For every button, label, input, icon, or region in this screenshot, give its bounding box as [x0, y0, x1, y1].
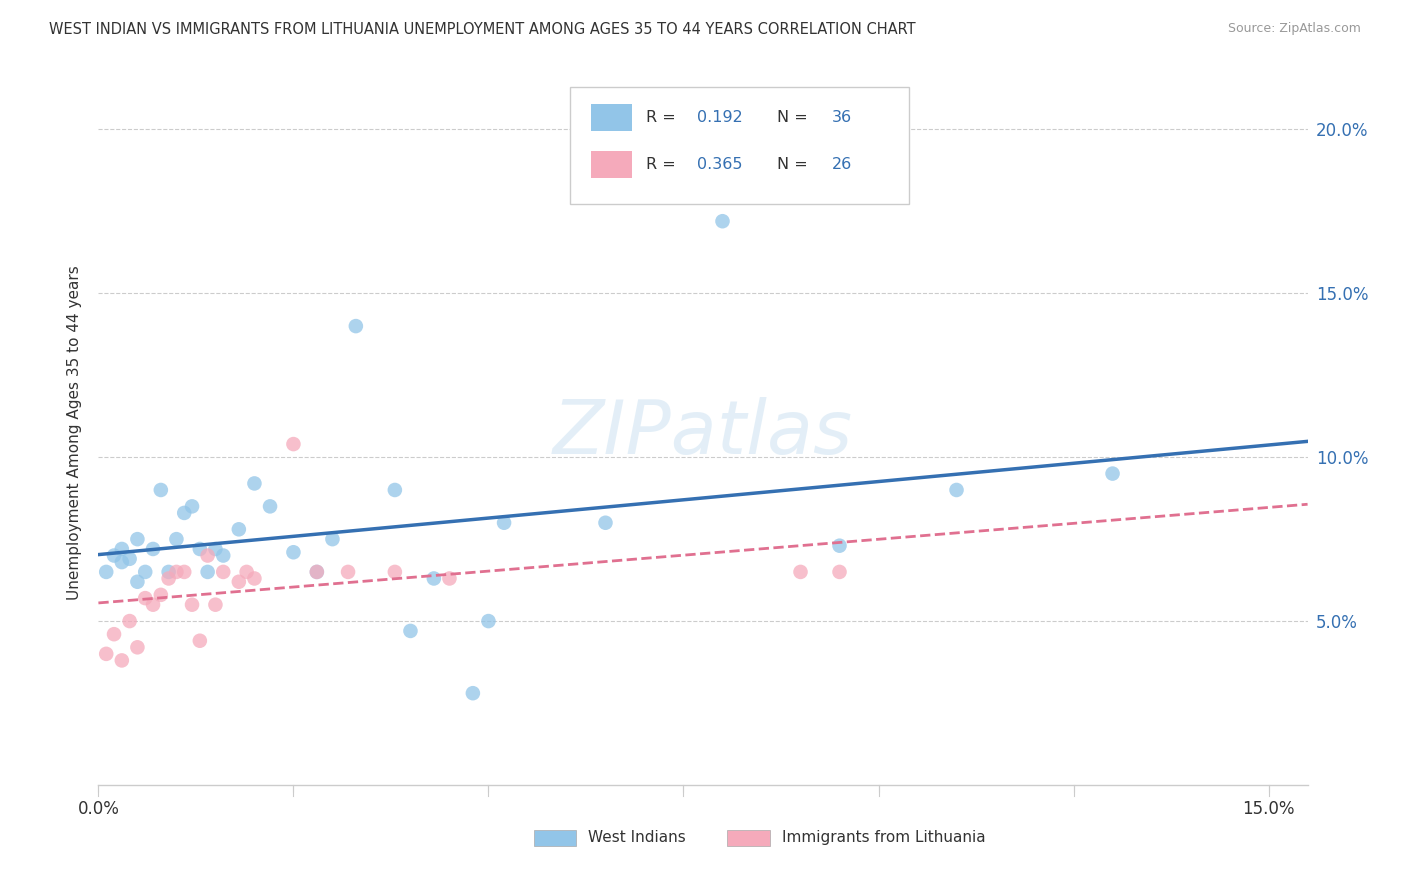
Point — [828, 539, 851, 553]
Text: R =: R = — [647, 110, 682, 125]
Point — [165, 532, 187, 546]
Point — [149, 588, 172, 602]
Point — [828, 565, 851, 579]
Text: Source: ZipAtlas.com: Source: ZipAtlas.com — [1227, 22, 1361, 36]
FancyBboxPatch shape — [727, 830, 769, 846]
Point — [711, 214, 734, 228]
Point — [283, 545, 305, 559]
Point — [321, 532, 343, 546]
Point — [188, 633, 211, 648]
Point — [461, 686, 484, 700]
Point — [337, 565, 360, 579]
Point — [127, 574, 149, 589]
Point — [384, 565, 406, 579]
Point — [197, 549, 219, 563]
Point — [173, 565, 195, 579]
Point — [142, 541, 165, 556]
Point — [235, 565, 257, 579]
Text: 0.192: 0.192 — [697, 110, 742, 125]
FancyBboxPatch shape — [591, 152, 631, 178]
Y-axis label: Unemployment Among Ages 35 to 44 years: Unemployment Among Ages 35 to 44 years — [66, 265, 82, 600]
Point — [188, 541, 211, 556]
Point — [439, 572, 461, 586]
Point — [423, 572, 446, 586]
Text: WEST INDIAN VS IMMIGRANTS FROM LITHUANIA UNEMPLOYMENT AMONG AGES 35 TO 44 YEARS : WEST INDIAN VS IMMIGRANTS FROM LITHUANIA… — [49, 22, 915, 37]
Text: ZIPatlas: ZIPatlas — [553, 397, 853, 468]
Point — [157, 565, 180, 579]
Point — [142, 598, 165, 612]
Point — [212, 565, 235, 579]
Point — [305, 565, 328, 579]
Point — [111, 555, 134, 569]
FancyBboxPatch shape — [591, 104, 631, 131]
Point — [103, 627, 125, 641]
Point — [181, 598, 204, 612]
Point — [243, 572, 266, 586]
Text: 0.365: 0.365 — [697, 157, 742, 172]
Text: Immigrants from Lithuania: Immigrants from Lithuania — [782, 830, 986, 846]
FancyBboxPatch shape — [534, 830, 576, 846]
Point — [228, 574, 250, 589]
Point — [228, 522, 250, 536]
Point — [197, 565, 219, 579]
Point — [134, 591, 156, 606]
Point — [399, 624, 422, 638]
Point — [165, 565, 187, 579]
FancyBboxPatch shape — [569, 87, 908, 203]
Point — [212, 549, 235, 563]
Point — [283, 437, 305, 451]
Point — [204, 541, 226, 556]
Point — [945, 483, 967, 497]
Point — [181, 500, 204, 514]
Point — [789, 565, 811, 579]
Text: R =: R = — [647, 157, 682, 172]
Point — [344, 319, 367, 334]
Text: 36: 36 — [831, 110, 852, 125]
Point — [118, 614, 141, 628]
Point — [96, 565, 118, 579]
Point — [118, 551, 141, 566]
Point — [134, 565, 156, 579]
Text: West Indians: West Indians — [588, 830, 686, 846]
Point — [127, 532, 149, 546]
Point — [384, 483, 406, 497]
Point — [204, 598, 226, 612]
Point — [96, 647, 118, 661]
Point — [243, 476, 266, 491]
Point — [477, 614, 499, 628]
Text: N =: N = — [778, 110, 813, 125]
Point — [111, 653, 134, 667]
Point — [157, 572, 180, 586]
Text: 26: 26 — [831, 157, 852, 172]
Point — [494, 516, 516, 530]
Text: N =: N = — [778, 157, 813, 172]
Point — [173, 506, 195, 520]
Point — [149, 483, 172, 497]
Point — [111, 541, 134, 556]
Point — [305, 565, 328, 579]
Point — [1101, 467, 1123, 481]
Point — [103, 549, 125, 563]
Point — [259, 500, 281, 514]
Point — [595, 516, 617, 530]
Point — [127, 640, 149, 655]
